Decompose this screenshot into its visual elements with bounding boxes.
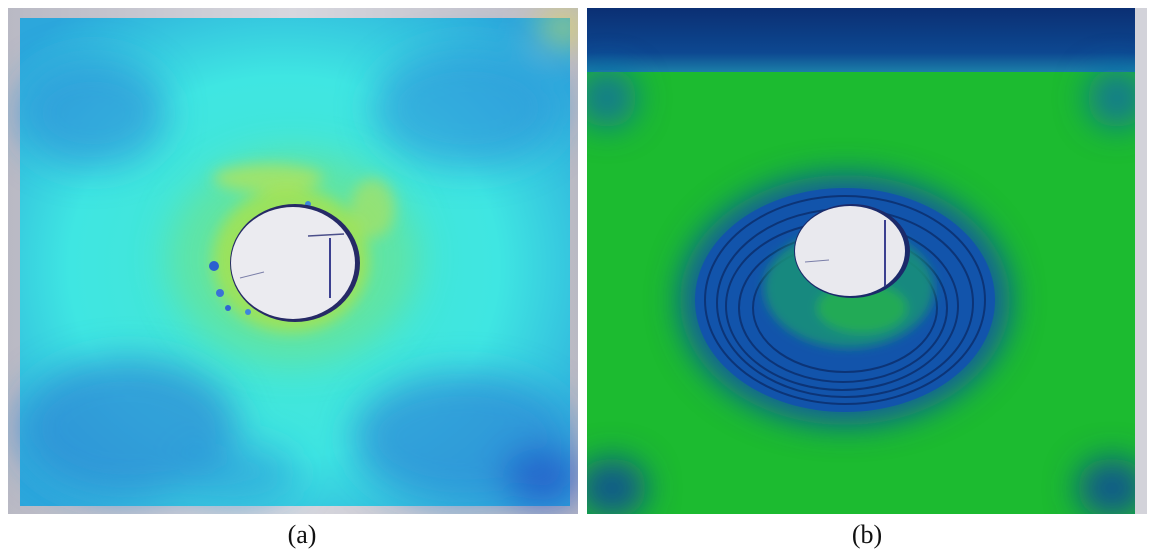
panel-a-caption: (a) <box>287 520 317 549</box>
panel-a-hole <box>231 207 355 319</box>
panel-b-corner-regions <box>587 68 1147 514</box>
panel-a-corner-regions <box>18 14 578 508</box>
panel-b-contour-plot <box>587 8 1147 514</box>
panel-b-right-edge <box>1135 8 1147 514</box>
panel-b-hole <box>795 206 905 296</box>
panel-b-top-band <box>587 8 1135 72</box>
panel-b-hole-line-small <box>804 259 830 263</box>
panel-b-caption: (b) <box>851 520 883 549</box>
panel-a-edge-speckles <box>209 201 340 315</box>
panel-a-hole-line-small <box>239 271 265 279</box>
panel-b-image <box>587 8 1147 514</box>
panel-a-contour-plot <box>18 14 578 508</box>
panel-a-image <box>8 8 578 514</box>
panel-a-hole-line <box>307 233 345 237</box>
